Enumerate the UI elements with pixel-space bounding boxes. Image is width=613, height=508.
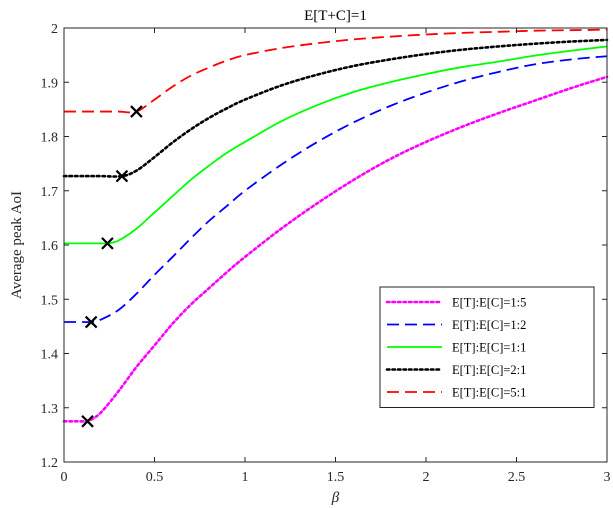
y-tick-label: 1.9 xyxy=(41,76,59,91)
legend-label-4: E[T]:E[C]=2:1 xyxy=(452,363,526,377)
x-marker-3 xyxy=(101,237,114,250)
axis-ticks: 0 0.5 1 1.5 2 2.5 3 1.2 1.3 1.4 1.5 1.6 1.7 1.8 1.9 2 xyxy=(41,22,611,485)
x-marker-2 xyxy=(84,315,98,329)
series-line-5 xyxy=(63,28,608,114)
x-marker-1 xyxy=(81,415,94,428)
y-tick-label: 1.3 xyxy=(41,402,59,417)
series-line-3 xyxy=(64,45,608,245)
legend-label-3: E[T]:E[C]=1:1 xyxy=(452,341,526,355)
y-tick-label: 1.8 xyxy=(41,131,59,146)
x-tick-label: 1.5 xyxy=(327,470,345,485)
y-axis-label: Average peak AoI xyxy=(9,191,25,299)
y-tick-label: 1.5 xyxy=(41,293,59,308)
y-tick-label: 1.4 xyxy=(41,348,59,363)
legend-label-5: E[T]:E[C]=5:1 xyxy=(452,386,526,400)
plot-area xyxy=(62,28,609,428)
chart-title: E[T+C]=1 xyxy=(304,8,367,24)
y-tick-label: 2 xyxy=(51,22,58,37)
x-tick-label: 1 xyxy=(242,470,249,485)
series-line-2 xyxy=(63,55,608,324)
x-marker-5 xyxy=(130,105,143,118)
series-line-4 xyxy=(62,38,609,178)
x-marker-4 xyxy=(115,169,129,183)
y-tick-label: 1.2 xyxy=(41,456,59,471)
x-tick-label: 2 xyxy=(423,470,430,485)
legend-label-2: E[T]:E[C]=1:2 xyxy=(452,318,526,332)
x-tick-label: 3 xyxy=(604,470,611,485)
x-tick-label: 0.5 xyxy=(146,470,164,485)
x-tick-label: 2.5 xyxy=(508,470,526,485)
series-line-1 xyxy=(62,75,609,424)
y-tick-label: 1.7 xyxy=(41,185,59,200)
legend: E[T]:E[C]=1:5 E[T]:E[C]=1:2 E[T]:E[C]=1:1 E… xyxy=(379,286,595,408)
x-tick-label: 0 xyxy=(61,470,68,485)
legend-label-1: E[T]:E[C]=1:5 xyxy=(452,296,526,310)
x-axis-label: β xyxy=(331,490,340,506)
y-tick-label: 1.6 xyxy=(41,239,59,254)
